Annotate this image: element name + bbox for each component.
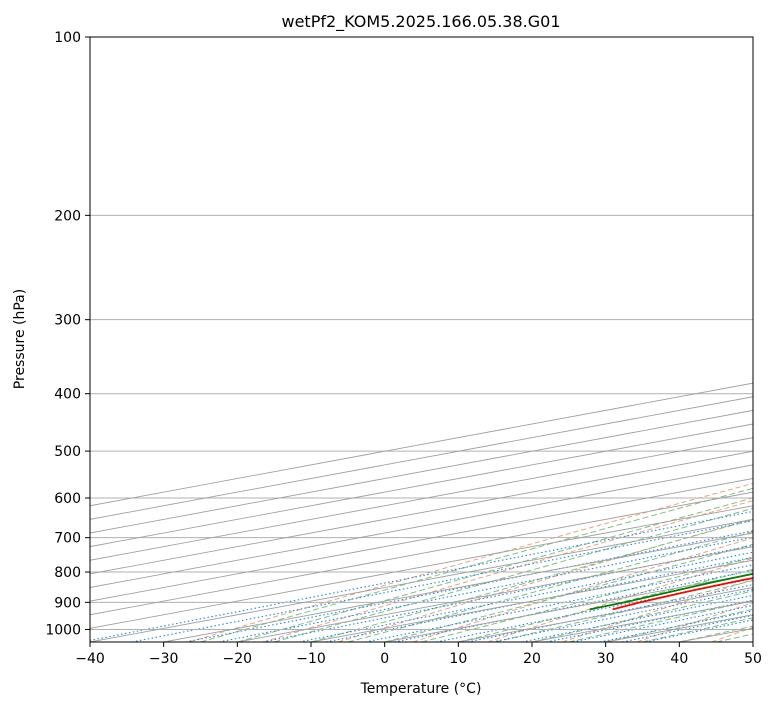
mixing-ratio-line bbox=[218, 536, 753, 642]
x-tick-label: 30 bbox=[597, 651, 615, 667]
x-tick-label: 50 bbox=[744, 651, 762, 667]
mixing-ratio-line bbox=[299, 551, 753, 642]
isotherm-line bbox=[90, 464, 753, 588]
mixing-ratio-line bbox=[325, 556, 753, 642]
y-tick-label: 100 bbox=[54, 30, 81, 46]
isotherms bbox=[90, 382, 753, 642]
moist-adiabats bbox=[200, 487, 753, 642]
pressure-gridlines bbox=[90, 37, 753, 630]
moist-adiabat-line bbox=[495, 580, 753, 642]
moist-adiabat-line bbox=[347, 531, 753, 642]
dry-adiabat-line bbox=[412, 537, 753, 642]
isotherm-line bbox=[90, 450, 753, 575]
y-tick-label: 500 bbox=[54, 444, 81, 460]
isotherm-line bbox=[90, 491, 753, 616]
isotherm-line bbox=[90, 505, 753, 629]
axis-ticks: −40 −30 −20 −10 0 10 20 30 40 50 100 200 300 400 500 60… bbox=[45, 30, 762, 667]
x-tick-label: −30 bbox=[149, 651, 179, 667]
mixing-ratio-line bbox=[262, 544, 753, 642]
plot-frame bbox=[89, 36, 754, 643]
x-tick-label: −40 bbox=[75, 651, 105, 667]
y-tick-label: 200 bbox=[54, 208, 81, 224]
isotherm-line bbox=[752, 641, 753, 642]
y-tick-label: 900 bbox=[54, 595, 81, 611]
mixing-ratio-line bbox=[365, 564, 753, 642]
mixing-ratio-line bbox=[90, 510, 753, 641]
moist-adiabat-line bbox=[200, 487, 753, 642]
y-tick-label: 1000 bbox=[45, 622, 81, 638]
x-tick-label: −20 bbox=[223, 651, 253, 667]
x-tick-label: 0 bbox=[380, 651, 389, 667]
moist-adiabat-line bbox=[384, 543, 753, 642]
isotherm-line bbox=[90, 478, 753, 602]
isotherm-line bbox=[90, 423, 753, 548]
isotherm-line bbox=[163, 532, 753, 642]
isotherm-line bbox=[90, 437, 753, 561]
dry-adiabats bbox=[188, 482, 753, 642]
x-axis-label: Temperature (°C) bbox=[360, 681, 482, 697]
moist-adiabat-line bbox=[421, 556, 753, 642]
x-tick-label: −10 bbox=[296, 651, 326, 667]
x-tick-label: 20 bbox=[523, 651, 541, 667]
plot-background bbox=[90, 37, 753, 642]
y-tick-label: 400 bbox=[54, 387, 81, 403]
isotherm-line bbox=[90, 518, 753, 642]
y-axis-label: Pressure (hPa) bbox=[12, 289, 28, 389]
y-tick-label: 300 bbox=[54, 313, 81, 329]
y-tick-label: 600 bbox=[54, 491, 81, 507]
x-tick-label: 10 bbox=[449, 651, 467, 667]
moist-adiabat-line bbox=[274, 507, 753, 642]
moist-adiabat-line bbox=[237, 497, 753, 642]
y-tick-label: 800 bbox=[54, 565, 81, 581]
chart-title: wetPf2_KOM5.2025.166.05.38.G01 bbox=[281, 12, 560, 32]
x-tick-label: 40 bbox=[670, 651, 688, 667]
y-tick-label: 700 bbox=[54, 531, 81, 547]
